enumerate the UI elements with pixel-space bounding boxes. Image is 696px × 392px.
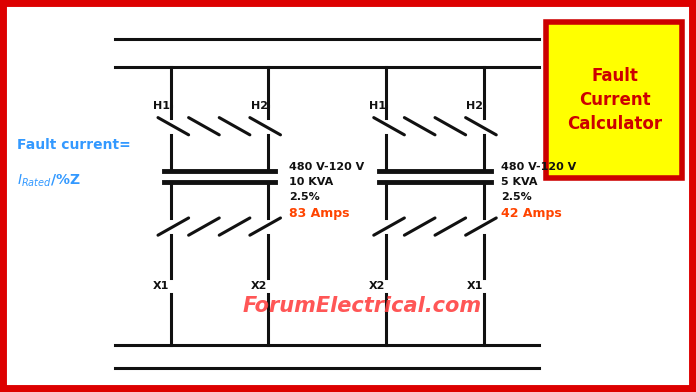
Text: H2: H2 xyxy=(251,101,267,111)
Text: H1: H1 xyxy=(153,101,170,111)
Text: Fault
Current
Calculator: Fault Current Calculator xyxy=(567,67,662,132)
Text: 2.5%: 2.5% xyxy=(289,192,319,202)
Text: H1: H1 xyxy=(369,101,386,111)
Text: 10 KVA: 10 KVA xyxy=(289,177,333,187)
Text: Fault current=: Fault current= xyxy=(17,138,131,152)
Text: 2.5%: 2.5% xyxy=(501,192,532,202)
Text: X1: X1 xyxy=(466,281,483,291)
Text: X1: X1 xyxy=(153,281,170,291)
Text: 5 KVA: 5 KVA xyxy=(501,177,537,187)
Text: H2: H2 xyxy=(466,101,483,111)
Text: ForumElectrical.com: ForumElectrical.com xyxy=(242,296,482,316)
Text: 42 Amps: 42 Amps xyxy=(501,207,562,220)
Text: 83 Amps: 83 Amps xyxy=(289,207,349,220)
Text: X2: X2 xyxy=(251,281,267,291)
FancyBboxPatch shape xyxy=(546,22,682,178)
Text: 480 V-120 V: 480 V-120 V xyxy=(289,162,364,172)
Text: X2: X2 xyxy=(369,281,386,291)
Text: 480 V-120 V: 480 V-120 V xyxy=(501,162,576,172)
Text: $I_{Rated}$/%Z: $I_{Rated}$/%Z xyxy=(17,172,81,189)
